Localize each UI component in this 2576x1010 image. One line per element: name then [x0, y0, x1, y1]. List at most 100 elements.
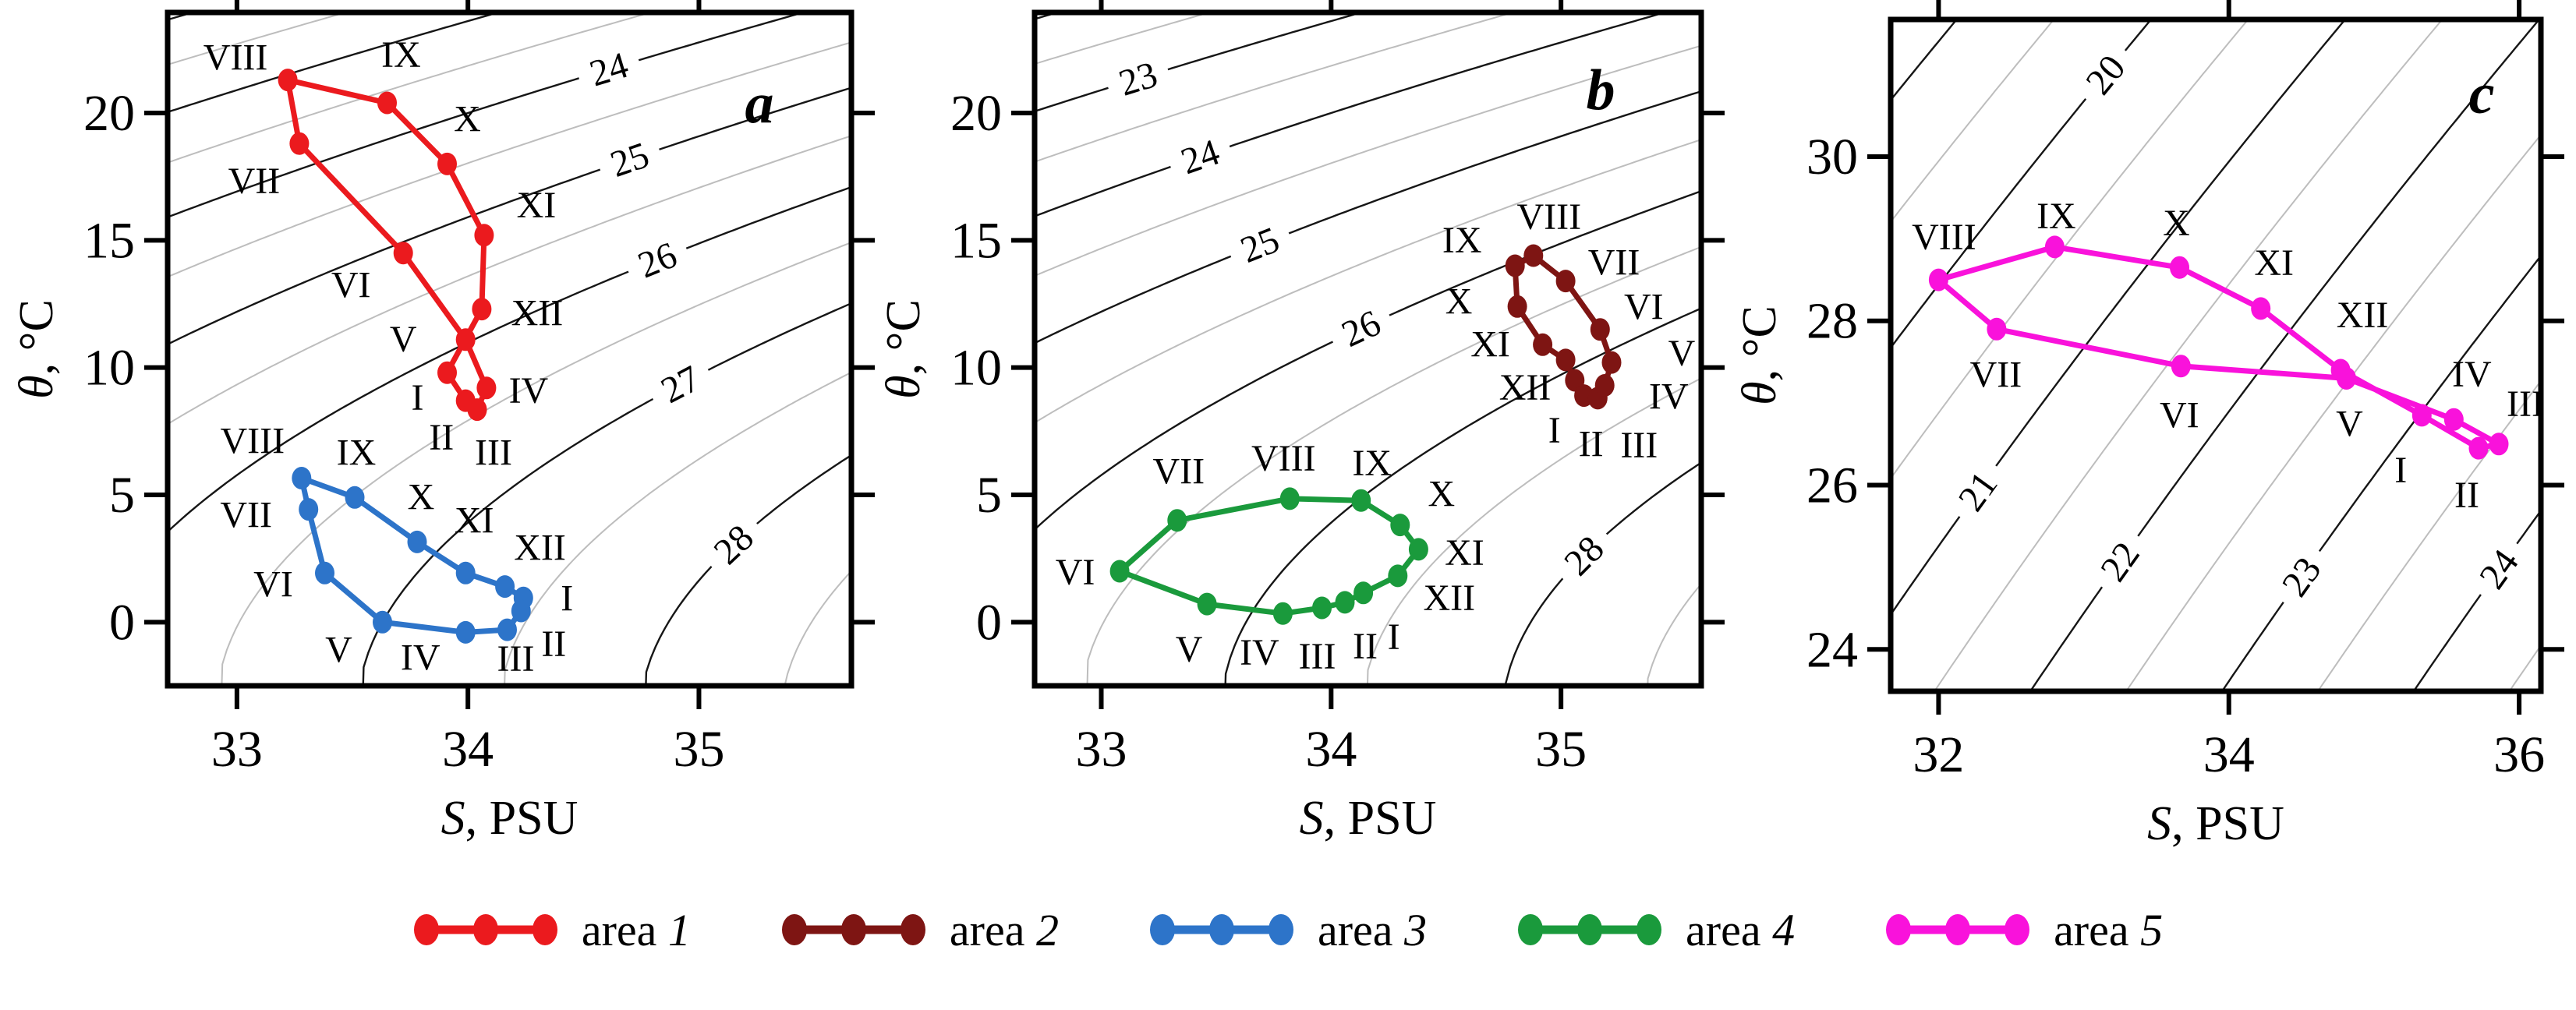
svg-text:b: b [1587, 58, 1615, 122]
svg-text:III: III [2507, 383, 2544, 425]
legend-line-sample-area-3 [1149, 914, 1293, 945]
svg-text:V: V [1668, 333, 1696, 374]
svg-text:V: V [390, 319, 417, 360]
svg-text:XII: XII [514, 528, 566, 569]
svg-text:VIII: VIII [1912, 217, 1976, 258]
svg-text:VI: VI [253, 563, 293, 605]
legend-entry-area-3: area 3 [1149, 902, 1427, 957]
svg-text:V: V [2336, 404, 2363, 445]
svg-text:I: I [1388, 616, 1400, 658]
svg-text:5: 5 [976, 467, 1002, 524]
svg-text:S, PSU: S, PSU [1300, 792, 1437, 845]
svg-text:XII: XII [1499, 367, 1552, 408]
svg-text:θ, °C: θ, °C [877, 299, 930, 399]
svg-text:II: II [1353, 626, 1378, 667]
legend-label-prefix: area [1317, 904, 1393, 955]
svg-text:II: II [429, 417, 454, 458]
svg-text:10: 10 [83, 340, 135, 397]
legend-label-number: 5 [2140, 904, 2164, 955]
legend-label-area-3: area 3 [1318, 904, 1427, 956]
svg-text:24: 24 [1806, 621, 1858, 678]
legend-line-sample-area-5 [1886, 914, 2030, 945]
svg-text:XI: XI [1445, 532, 1484, 574]
svg-text:IX: IX [1352, 443, 1392, 484]
legend-label-number: 1 [667, 904, 691, 955]
svg-text:IV: IV [509, 370, 549, 411]
legend-label-prefix: area [2054, 904, 2129, 955]
legend-entry-area-1: area 1 [413, 902, 691, 957]
svg-text:I: I [561, 577, 573, 619]
svg-text:V: V [325, 629, 352, 670]
legend-line-sample-area-2 [781, 914, 925, 945]
svg-text:VI: VI [1056, 552, 1095, 593]
svg-text:X: X [408, 476, 435, 517]
svg-text:VIII: VIII [220, 421, 285, 462]
svg-text:20: 20 [83, 85, 135, 142]
svg-text:36: 36 [2493, 726, 2545, 783]
svg-text:IX: IX [1442, 220, 1482, 261]
svg-text:VI: VI [2160, 395, 2199, 436]
svg-text:VII: VII [1970, 354, 2022, 395]
svg-text:35: 35 [673, 721, 724, 778]
legend-label-prefix: area [581, 904, 657, 955]
svg-text:III: III [497, 638, 535, 680]
svg-text:II: II [1579, 424, 1604, 465]
legend-label-number: 3 [1404, 904, 1428, 955]
legend-label-prefix: area [949, 904, 1025, 955]
svg-text:c: c [2469, 62, 2495, 126]
legend: area 1 area 2 area 3 area 4 [0, 902, 2576, 957]
svg-text:34: 34 [442, 721, 494, 778]
svg-text:II: II [541, 623, 566, 665]
svg-text:26: 26 [1806, 457, 1858, 514]
legend-label-area-4: area 4 [1686, 904, 1795, 956]
legend-label-prefix: area [1686, 904, 1761, 955]
svg-text:I: I [2394, 450, 2407, 491]
svg-text:V: V [1176, 629, 1203, 670]
legend-line-sample-area-4 [1518, 914, 1662, 945]
svg-text:I: I [412, 377, 424, 418]
legend-entry-area-2: area 2 [781, 902, 1059, 957]
svg-text:IX: IX [2036, 196, 2076, 237]
svg-text:33: 33 [211, 721, 263, 778]
svg-text:X: X [1428, 474, 1455, 515]
svg-text:34: 34 [1305, 721, 1357, 778]
svg-text:S, PSU: S, PSU [441, 792, 579, 845]
svg-text:XII: XII [2337, 295, 2389, 336]
svg-text:5: 5 [109, 467, 135, 524]
svg-text:32: 32 [1913, 726, 1964, 783]
legend-entry-area-4: area 4 [1517, 902, 1795, 957]
legend-label-area-1: area 1 [582, 904, 691, 956]
svg-text:IV: IV [2452, 354, 2492, 395]
svg-text:IX: IX [337, 432, 377, 473]
svg-text:a: a [745, 72, 774, 136]
svg-text:VIII: VIII [1251, 438, 1316, 479]
legend-label-area-2: area 2 [950, 904, 1059, 956]
svg-text:III: III [1620, 425, 1658, 466]
svg-text:I: I [1548, 410, 1561, 451]
svg-text:34: 34 [2203, 726, 2255, 783]
svg-text:X: X [2163, 203, 2190, 244]
svg-text:X: X [454, 98, 481, 139]
svg-text:IV: IV [401, 637, 441, 678]
svg-text:XI: XI [2254, 242, 2294, 284]
svg-text:XII: XII [1423, 577, 1475, 619]
svg-text:III: III [1299, 636, 1336, 677]
svg-text:VII: VII [1152, 451, 1205, 493]
legend-label-area-5: area 5 [2054, 904, 2163, 956]
svg-text:VIII: VIII [203, 37, 268, 79]
svg-text:S, PSU: S, PSU [2147, 797, 2284, 850]
svg-text:XI: XI [517, 185, 557, 226]
svg-text:VI: VI [331, 265, 371, 306]
svg-text:θ, °C: θ, °C [10, 299, 63, 399]
svg-text:28: 28 [1806, 293, 1858, 350]
svg-text:VII: VII [220, 495, 272, 536]
svg-text:IV: IV [1649, 376, 1689, 418]
svg-text:30: 30 [1806, 129, 1858, 185]
svg-text:VI: VI [1624, 287, 1664, 328]
svg-text:33: 33 [1076, 721, 1127, 778]
svg-text:VIII: VIII [1516, 196, 1581, 238]
legend-entry-area-5: area 5 [1885, 902, 2163, 957]
svg-text:10: 10 [950, 340, 1002, 397]
